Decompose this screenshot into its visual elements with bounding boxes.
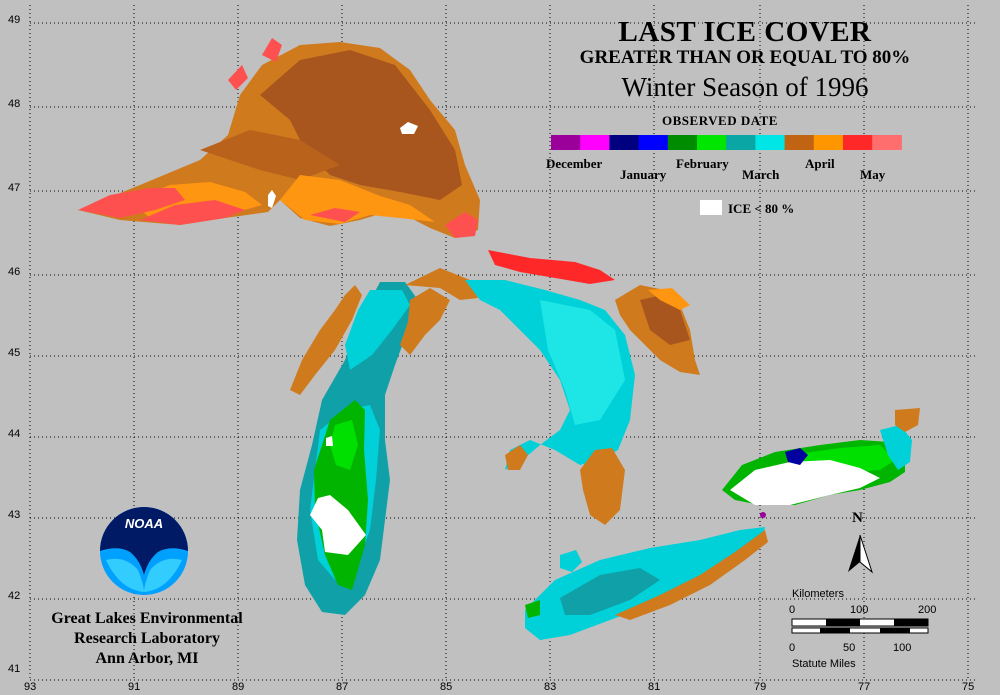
lake-ontario [722,408,920,505]
legend-month-january: January [620,167,667,182]
lat-label: 49 [8,14,21,26]
org-line-2: Research Laboratory [74,630,220,647]
scale-mi-label: Statute Miles [792,658,856,670]
legend-swatch [813,135,844,150]
legend-month-february: February [676,156,729,171]
legend-month-april: April [805,156,835,171]
legend-swatch [697,135,727,150]
legend-swatch [638,135,669,150]
lon-label: 83 [544,681,557,693]
scale-bar [791,618,929,634]
north-channel [488,250,615,284]
lat-label: 48 [8,98,21,110]
lake-huron [465,280,700,525]
lon-label: 89 [232,681,245,693]
legend-color-bar [551,135,902,150]
lon-label: 81 [648,681,661,693]
lon-label: 79 [754,681,767,693]
org-line-3: Ann Arbor, MI [95,650,199,667]
legend-month-march: March [742,167,780,182]
scale-km-label: Kilometers [792,588,844,600]
ice-less-label: ICE < 80 % [728,201,795,216]
lake-superior [78,38,480,238]
lon-label: 77 [858,681,871,693]
lon-label: 87 [336,681,349,693]
title-line-2: GREATER THAN OR EQUAL TO 80% [579,47,911,68]
lon-label: 91 [128,681,141,693]
legend-swatch [609,135,640,150]
lat-label: 41 [8,663,21,675]
legend-swatch [843,135,873,150]
north-arrow [848,534,874,574]
legend-swatch [872,135,902,150]
noaa-logo [100,507,188,595]
lake-st-clair [560,550,582,572]
lon-label: 75 [962,681,975,693]
legend-heading: OBSERVED DATE [662,113,778,128]
legend-swatch [726,135,756,150]
ice-less-swatch [700,200,722,215]
title-line-1: LAST ICE COVER [618,16,872,48]
legend-swatch [755,135,786,150]
lat-label: 45 [8,347,21,359]
niagara-dot [760,512,766,518]
scale-km-tick: 200 [918,604,937,616]
scale-mi-tick: 100 [893,642,912,654]
lake-michigan [290,268,478,615]
legend-swatch [667,135,698,150]
legend-swatch [551,135,581,150]
scale-mi-tick: 50 [843,642,856,654]
title-line-3: Winter Season of 1996 [621,72,869,102]
north-label: N [852,510,863,526]
lat-label: 44 [8,428,21,440]
lake-erie [525,527,768,640]
legend-swatch [580,135,610,150]
lon-label: 93 [24,681,37,693]
legend-swatch [784,135,815,150]
graticule [29,5,975,681]
lat-label: 47 [8,182,21,194]
scale-km-tick: 100 [850,604,869,616]
scale-mi-tick: 0 [789,642,796,654]
org-line-1: Great Lakes Environmental [51,610,243,627]
noaa-logo-text: NOAA [124,516,164,531]
scale-km-tick: 0 [789,604,796,616]
lon-label: 85 [440,681,453,693]
lat-label: 42 [8,590,21,602]
legend-month-may: May [860,167,886,182]
lat-label: 46 [8,266,21,278]
legend-month-december: December [546,156,603,171]
lat-label: 43 [8,509,21,521]
